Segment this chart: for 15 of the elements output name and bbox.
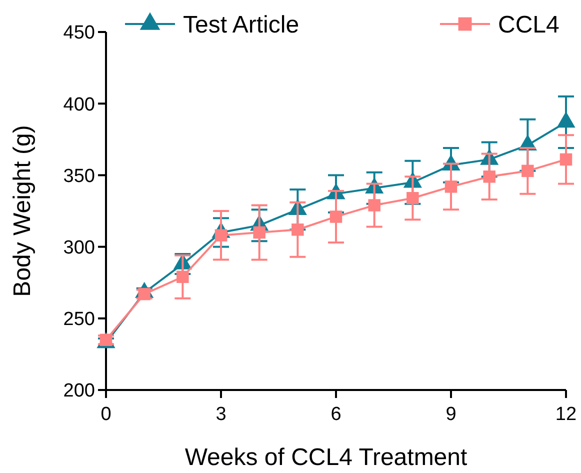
legend-label: Test Article xyxy=(183,11,300,38)
x-tick-label: 9 xyxy=(446,404,456,425)
x-tick-label: 0 xyxy=(100,404,112,425)
y-tick-label: 250 xyxy=(63,309,95,330)
x-tick-label: 12 xyxy=(555,404,577,425)
x-axis-title: Weeks of CCL4 Treatment xyxy=(184,444,468,471)
y-tick-label: 200 xyxy=(63,380,95,402)
y-tick-label: 300 xyxy=(63,237,95,258)
legend-label: CCL4 xyxy=(498,11,560,38)
y-tick-label: 400 xyxy=(63,94,95,116)
y-tick-label: 450 xyxy=(63,22,95,44)
x-tick-label: 6 xyxy=(330,404,342,425)
y-axis-title: Body Weight (g) xyxy=(9,125,36,297)
x-tick-label: 3 xyxy=(216,404,226,425)
y-tick-label: 350 xyxy=(63,166,95,187)
